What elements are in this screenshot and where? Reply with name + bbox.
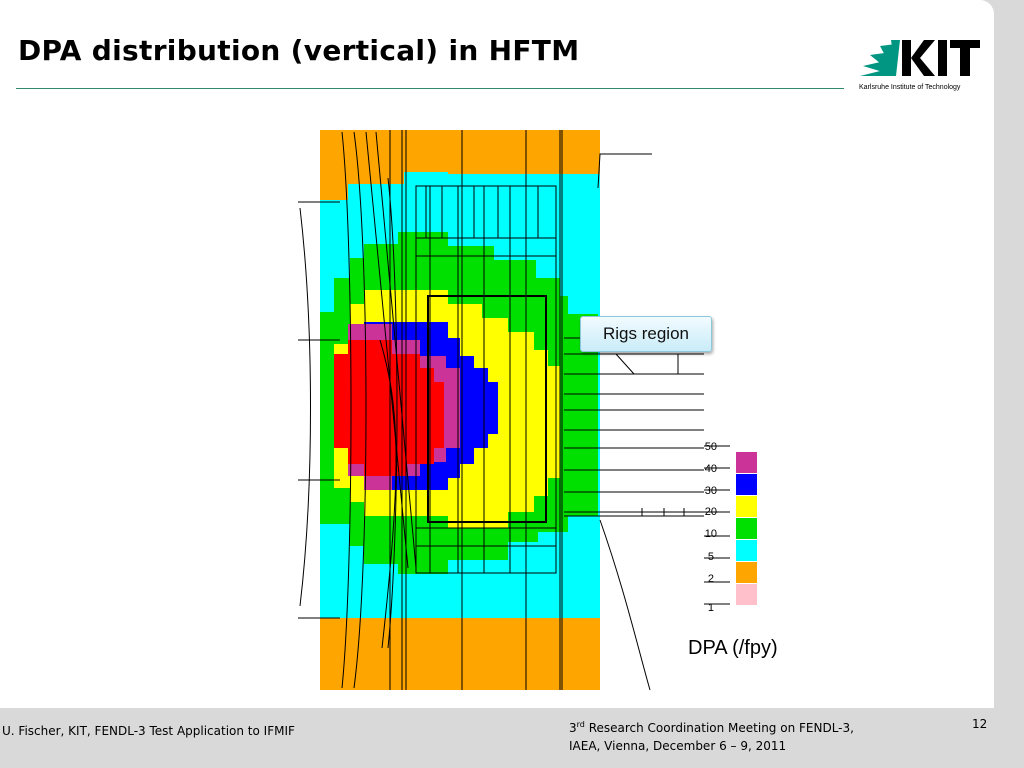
footer-meeting-line1: 3rd Research Coordination Meeting on FEN…: [569, 716, 854, 737]
legend-swatch: [736, 496, 757, 517]
legend-swatch: [736, 518, 757, 539]
footer-meeting-info: 3rd Research Coordination Meeting on FEN…: [569, 716, 854, 755]
legend-unit-label: DPA (/fpy): [688, 637, 778, 659]
slide-canvas: DPA distribution (vertical) in HFTM Karl…: [0, 0, 994, 708]
footer-meeting-title: Research Coordination Meeting on FENDL-3…: [584, 721, 854, 735]
legend-level-label: 5: [707, 551, 714, 563]
legend-level-label: 30: [704, 485, 717, 497]
footer-meeting-ordinal: 3: [569, 721, 577, 735]
rigs-region-callout: Rigs region: [580, 316, 712, 352]
legend-level-label: 1: [707, 602, 714, 614]
kit-logo-subtitle: Karlsruhe Institute of Technology: [859, 84, 961, 91]
legend-level-label: 40: [704, 463, 717, 475]
legend-level-label: 50: [704, 441, 717, 453]
legend-swatch: [736, 584, 757, 605]
legend-swatch: [736, 540, 757, 561]
legend-swatch: [736, 562, 757, 583]
kit-logo-icon: [860, 40, 980, 76]
title-divider: [16, 88, 844, 89]
legend-swatch: [736, 452, 757, 473]
legend-level-label: 10: [704, 528, 717, 540]
slide-title: DPA distribution (vertical) in HFTM: [18, 34, 580, 67]
legend-swatch: [736, 474, 757, 495]
footer-meeting-ordinal-suffix: rd: [576, 720, 585, 729]
legend-level-label: 2: [707, 573, 714, 585]
legend-level-label: 20: [704, 506, 717, 518]
footer-meeting-line2: IAEA, Vienna, December 6 – 9, 2011: [569, 739, 787, 753]
dpa-distribution-map: [298, 130, 730, 691]
footer-author: U. Fischer, KIT, FENDL-3 Test Applicatio…: [2, 724, 295, 738]
page-number: 12: [972, 717, 988, 731]
